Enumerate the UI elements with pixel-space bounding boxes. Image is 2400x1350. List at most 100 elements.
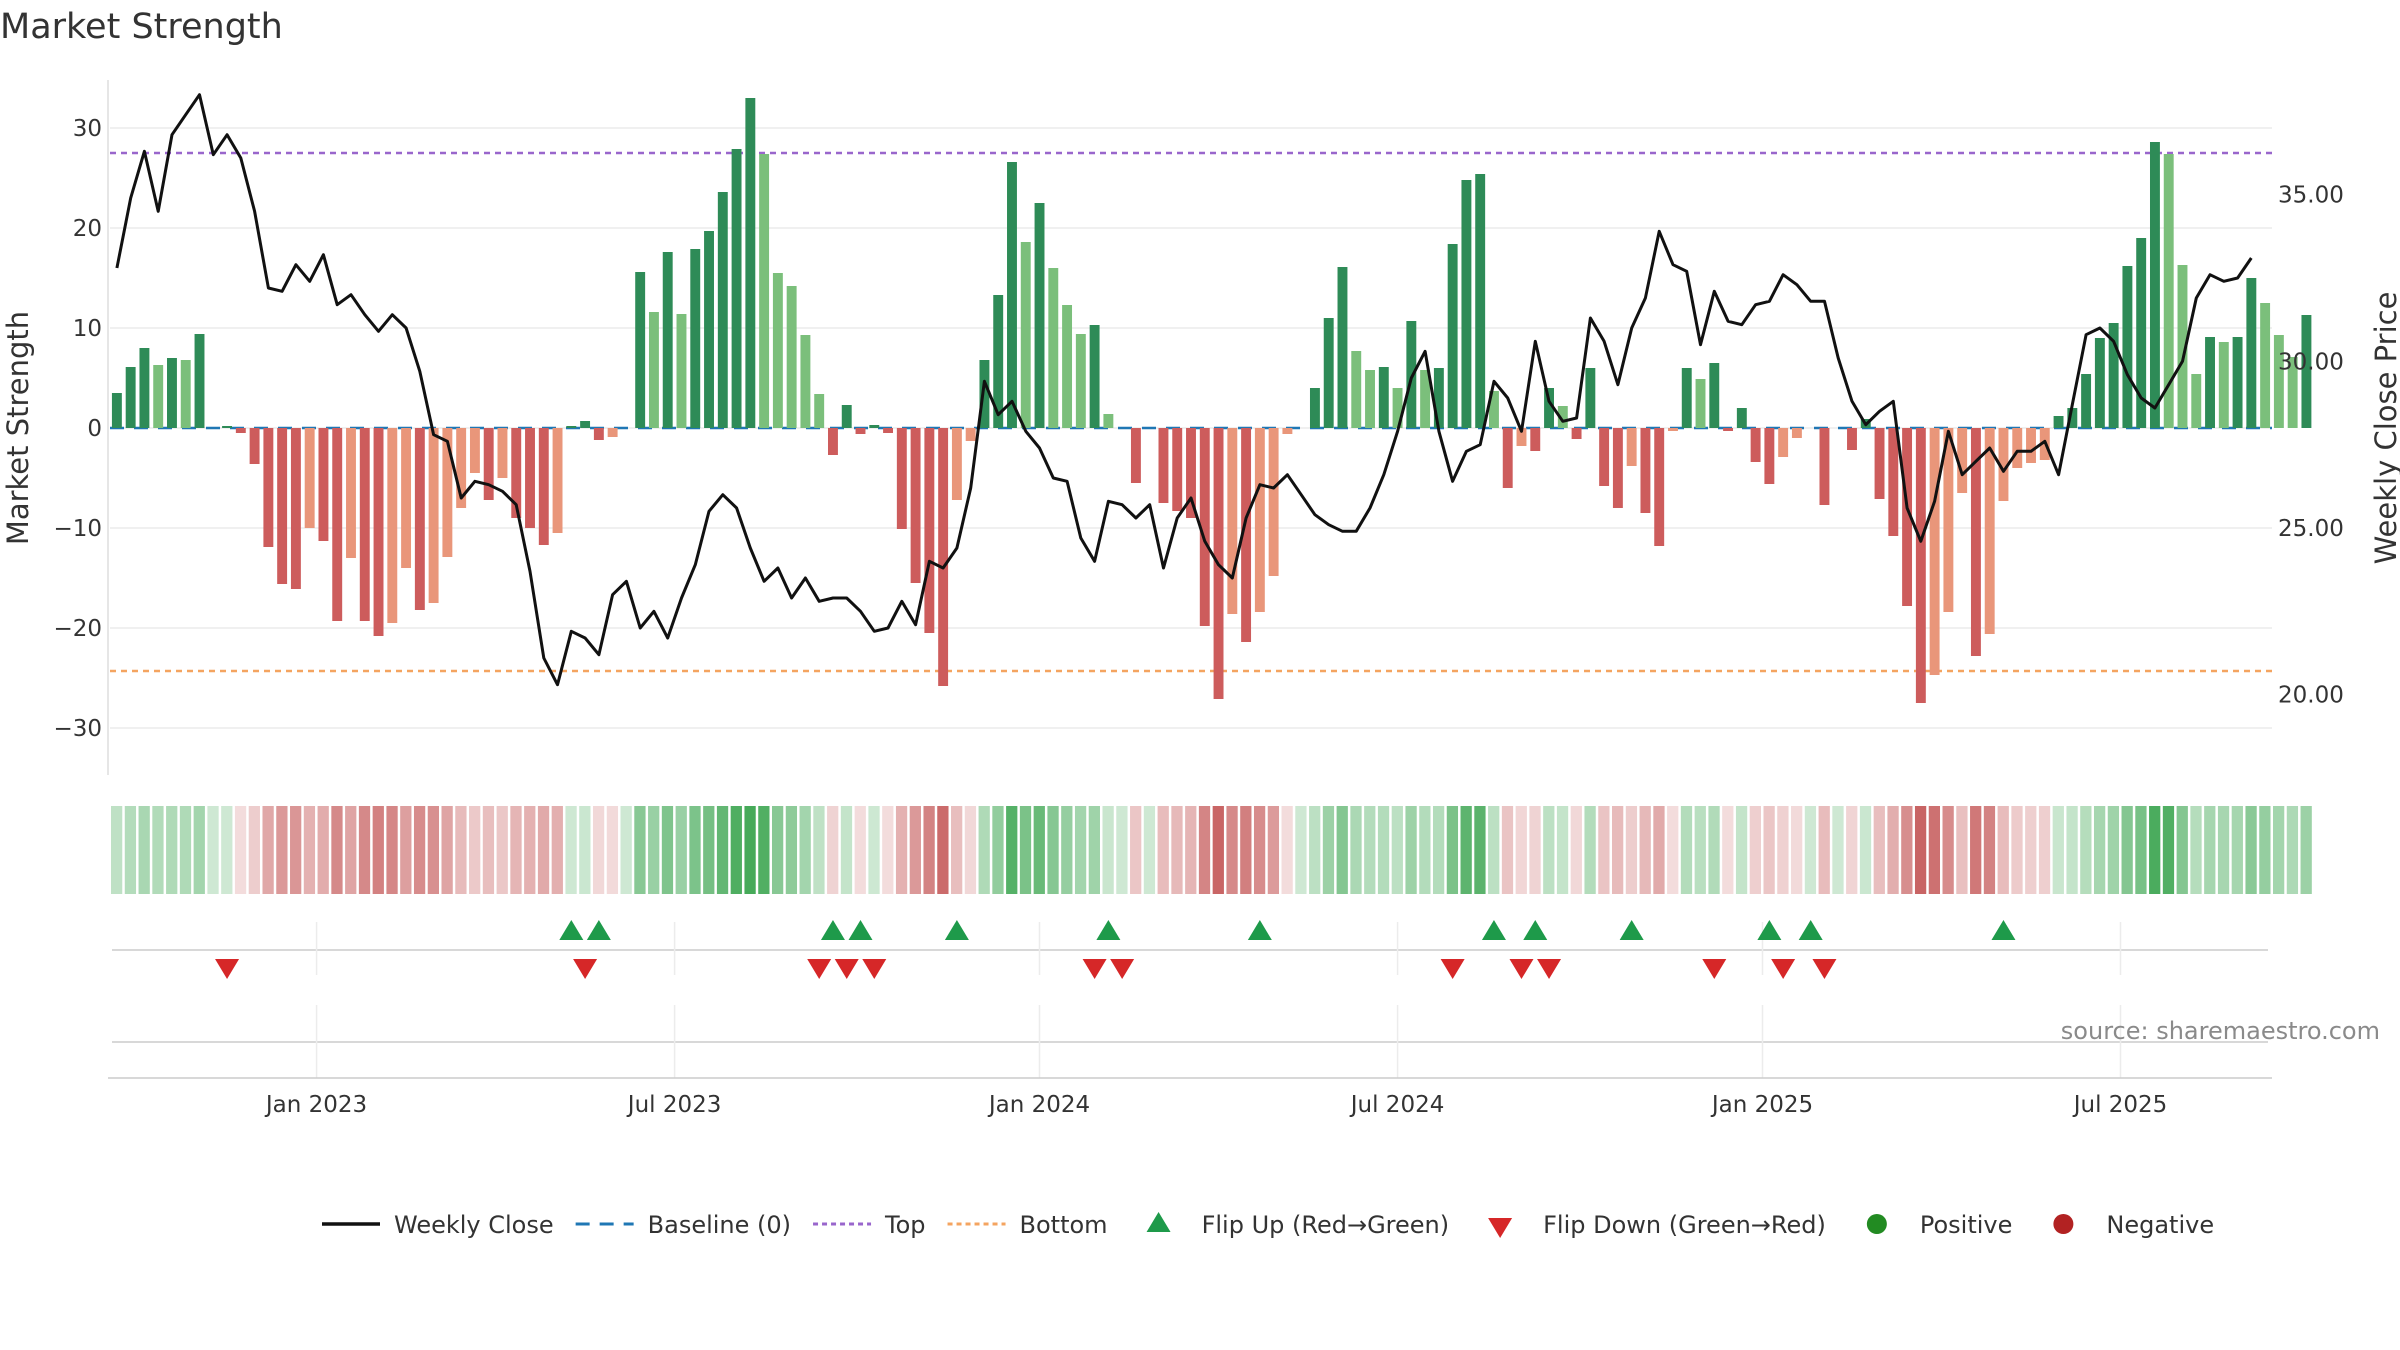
heat-cell	[152, 806, 164, 894]
strength-bar	[1654, 428, 1665, 546]
heat-cell	[1804, 806, 1817, 894]
strength-bar	[1984, 428, 1995, 634]
heat-cell	[1309, 806, 1321, 894]
strength-bar	[896, 428, 907, 529]
y2-axis-ticks: 20.00 25.00 30.00 35.00	[2278, 183, 2344, 709]
heat-cell	[482, 806, 495, 894]
heat-cell	[964, 806, 977, 894]
heat-cell	[606, 806, 619, 894]
flip-down-marker	[1110, 959, 1135, 979]
strength-bar	[1048, 268, 1059, 428]
heat-cell	[1240, 806, 1252, 894]
heat-cell	[1901, 806, 1913, 894]
strength-bar	[1158, 428, 1169, 503]
strength-bar	[1612, 428, 1623, 508]
heat-cell	[771, 806, 784, 894]
source-credit: source: sharemaestro.com	[2061, 1017, 2380, 1045]
heat-cell	[1928, 806, 1941, 894]
strength-bar	[318, 428, 329, 541]
strength-bar	[1599, 428, 1610, 486]
heat-cell	[1350, 806, 1362, 894]
strength-bar	[965, 428, 976, 441]
heat-cell	[868, 806, 880, 894]
heat-cell	[262, 806, 274, 894]
heat-cell	[854, 806, 866, 894]
legend-label: Positive	[1920, 1211, 2013, 1239]
strength-bar	[1103, 414, 1114, 428]
flip-down-marker	[1702, 959, 1727, 979]
strength-bar	[883, 428, 894, 433]
legend-item: Negative	[2053, 1211, 2214, 1239]
heat-cell	[1281, 806, 1293, 894]
strength-bar	[1075, 334, 1086, 428]
y-tick-label: −30	[53, 716, 102, 742]
heat-cell	[2259, 806, 2271, 894]
x-tick-label: Jan 2024	[987, 1092, 1090, 1118]
flip-down-marker	[1082, 959, 1107, 979]
strength-bar	[690, 249, 701, 428]
heat-cell	[992, 806, 1004, 894]
strength-bar	[676, 314, 687, 428]
heat-cell	[1336, 806, 1348, 894]
heat-cell	[1226, 806, 1238, 894]
heat-cell	[1818, 806, 1830, 894]
heat-cell	[2066, 806, 2078, 894]
flip-markers-panel	[112, 920, 2268, 1078]
flip-down-marker	[573, 959, 598, 979]
strength-bar	[1089, 325, 1100, 428]
x-axis: Jan 2023 Jul 2023 Jan 2024 Jul 2024 Jan 2025…	[108, 1077, 2272, 1118]
strength-bar	[938, 428, 949, 686]
heat-cell	[923, 806, 935, 894]
y-tick-label: −20	[53, 616, 102, 642]
weekly-close-line	[115, 93, 2253, 687]
heat-cell	[1777, 806, 1789, 894]
strength-bar	[2232, 337, 2243, 428]
heat-cell	[1171, 806, 1183, 894]
heat-cell	[1074, 806, 1087, 894]
x-tick-label: Jan 2023	[264, 1092, 367, 1118]
strength-bar	[332, 428, 343, 621]
heat-cell	[2204, 806, 2216, 894]
strength-bar	[1020, 242, 1031, 428]
strength-bar	[1172, 428, 1183, 511]
heat-cell	[138, 806, 150, 894]
strength-bar	[1874, 428, 1885, 499]
strength-bar	[1351, 351, 1362, 428]
strength-bar	[180, 360, 191, 428]
heat-cell	[345, 806, 357, 894]
y-tick-label: 0	[87, 416, 102, 442]
heat-cell	[2052, 806, 2064, 894]
heat-cell	[2121, 806, 2133, 894]
strength-bar	[979, 360, 990, 428]
flip-up-marker	[559, 920, 584, 940]
strength-bar	[2260, 303, 2271, 428]
strength-bar	[1062, 305, 1073, 428]
strength-bar	[1736, 408, 1747, 428]
legend-label: Negative	[2106, 1211, 2214, 1239]
heat-cell	[1047, 806, 1059, 894]
strength-bar	[2246, 278, 2257, 428]
heat-cell	[2162, 806, 2175, 894]
strength-bar	[249, 428, 260, 464]
heat-cell	[1680, 806, 1693, 894]
strength-bar	[2122, 266, 2133, 428]
flip-up-marker	[1247, 920, 1272, 940]
strength-bar	[2081, 374, 2092, 428]
strength-bar	[1585, 368, 1596, 428]
strength-bar	[235, 428, 246, 433]
heat-cell	[1556, 806, 1569, 894]
flip-up-marker	[1619, 920, 1644, 940]
heat-cell	[2286, 806, 2299, 894]
heat-cell	[2025, 806, 2037, 894]
y2-tick-label: 35.00	[2278, 183, 2344, 209]
heat-cell	[1405, 806, 1417, 894]
strength-bar	[1530, 428, 1541, 451]
strength-bar	[1819, 428, 1830, 505]
heat-cell	[1446, 806, 1459, 894]
strength-bar	[2012, 428, 2023, 468]
heat-cell	[1033, 806, 1045, 894]
strength-bar	[635, 272, 646, 428]
heat-cell	[1997, 806, 2009, 894]
legend-swatch	[1488, 1218, 1513, 1238]
flip-down-marker	[1440, 959, 1465, 979]
